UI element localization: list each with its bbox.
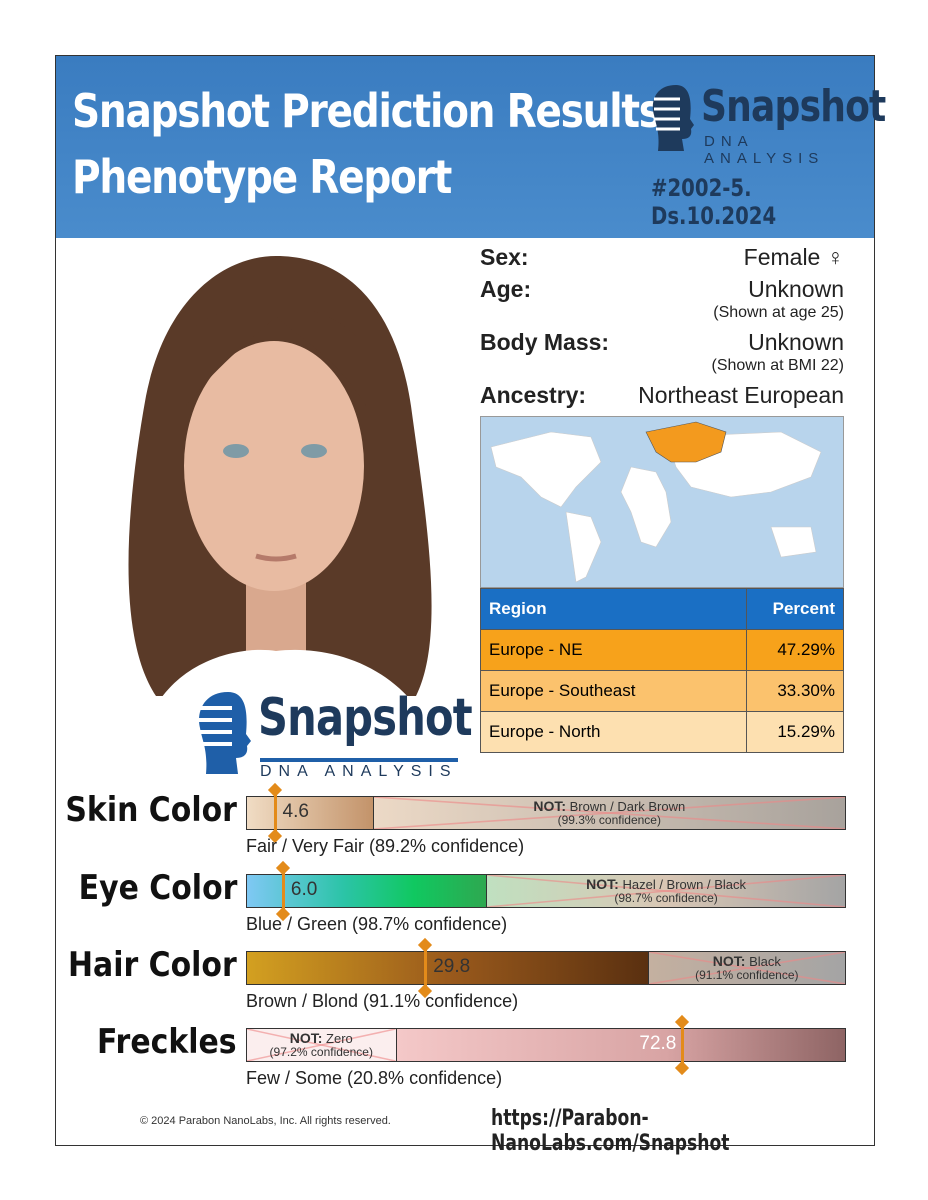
trait-summary: Blue / Green (98.7% confidence) bbox=[246, 914, 508, 934]
logo-wordmark: Snapshot bbox=[701, 81, 886, 132]
excluded-category: Zero bbox=[326, 1031, 353, 1047]
excluded-confidence: (99.3% confidence) bbox=[557, 813, 661, 828]
trait-scale-bar: NOT: Zero (97.2% confidence) 72.8 bbox=[246, 1019, 846, 1071]
region-cell: Europe - Southeast bbox=[480, 670, 747, 712]
region-cell: Europe - NE bbox=[480, 629, 747, 671]
trait-label: Freckles bbox=[97, 1022, 237, 1062]
value-marker bbox=[281, 865, 285, 917]
excluded-category: Hazel / Brown / Black bbox=[622, 877, 747, 893]
trait-scale-bar: NOT: Black (91.1% confidence) 29.8 bbox=[246, 942, 846, 994]
age-value: Unknown bbox=[748, 276, 844, 302]
phenotype-report: Snapshot Prediction Results Phenotype Re… bbox=[55, 55, 886, 1156]
trait-value: 6.0 bbox=[290, 879, 318, 900]
predicted-range bbox=[396, 1029, 845, 1061]
copyright: © 2024 Parabon NanoLabs, Inc. All rights… bbox=[140, 1115, 391, 1127]
excluded-category: Brown / Dark Brown bbox=[569, 799, 686, 815]
dna-head-icon bbox=[198, 692, 251, 774]
ancestry-world-map bbox=[480, 416, 844, 588]
trait-summary: Brown / Blond (91.1% confidence) bbox=[246, 991, 519, 1011]
trait-label: Hair Color bbox=[68, 945, 237, 985]
snapshot-logo: Snapshot DNA ANALYSIS bbox=[646, 81, 886, 167]
table-row: Europe - NE 47.29% bbox=[480, 629, 844, 671]
table-header: Region Percent bbox=[480, 588, 844, 630]
trait-value: 29.8 bbox=[433, 956, 471, 977]
portrait-logo: Snapshot DNA ANALYSIS bbox=[192, 688, 473, 781]
percent-cell: 47.29% bbox=[746, 629, 844, 671]
column-header-region: Region bbox=[480, 588, 747, 630]
sex-label: Sex: bbox=[480, 244, 529, 270]
table-row: Europe - North 15.29% bbox=[480, 711, 844, 753]
predicted-range bbox=[247, 797, 373, 829]
report-title: Snapshot Prediction Results bbox=[72, 84, 662, 138]
case-number: #2002-5. Ds.10.2024 bbox=[651, 174, 777, 230]
excluded-range: NOT: Brown / Dark Brown (99.3% confidenc… bbox=[372, 797, 845, 829]
not-label: NOT: bbox=[533, 798, 567, 815]
cross-out-icon bbox=[487, 875, 845, 907]
report-header: Snapshot Prediction Results Phenotype Re… bbox=[56, 56, 886, 238]
excluded-range: NOT: Hazel / Brown / Black (98.7% confid… bbox=[486, 875, 845, 907]
report-subtitle: Phenotype Report bbox=[72, 150, 452, 204]
cross-out-icon bbox=[373, 797, 845, 829]
logo-tagline: DNA ANALYSIS bbox=[704, 133, 825, 167]
body-mass-note: (Shown at BMI 22) bbox=[711, 357, 845, 374]
trait-summary: Few / Some (20.8% confidence) bbox=[246, 1068, 503, 1088]
table-row: Europe - Southeast 33.30% bbox=[480, 670, 844, 712]
cross-out-icon bbox=[247, 1029, 396, 1061]
value-marker bbox=[273, 787, 277, 839]
trait-value: 72.8 bbox=[639, 1033, 677, 1054]
predicted-range bbox=[247, 875, 487, 907]
ancestry-table: Region Percent Europe - NE 47.29% Europe -… bbox=[480, 588, 844, 753]
excluded-range: NOT: Zero (97.2% confidence) bbox=[247, 1029, 397, 1061]
logo-wordmark: Snapshot bbox=[258, 688, 473, 748]
trait-label: Eye Color bbox=[78, 868, 237, 908]
trait-summary: Fair / Very Fair (89.2% confidence) bbox=[246, 836, 525, 856]
trait-scale-bar: NOT: Hazel / Brown / Black (98.7% confid… bbox=[246, 865, 846, 917]
composite-portrait bbox=[96, 256, 451, 706]
predicted-range bbox=[247, 952, 648, 984]
percent-cell: 15.29% bbox=[746, 711, 844, 753]
excluded-category: Black bbox=[749, 954, 781, 970]
trait-value: 4.6 bbox=[282, 801, 309, 822]
website-link[interactable]: https://Parabon-NanoLabs.com/Snapshot bbox=[491, 1106, 730, 1156]
percent-cell: 33.30% bbox=[746, 670, 844, 712]
logo-tagline: DNA ANALYSIS bbox=[260, 758, 458, 781]
value-marker bbox=[681, 1019, 685, 1071]
excluded-confidence: (97.2% confidence) bbox=[269, 1045, 373, 1060]
age-note: (Shown at age 25) bbox=[713, 304, 844, 321]
region-cell: Europe - North bbox=[480, 711, 747, 753]
excluded-confidence: (91.1% confidence) bbox=[695, 968, 799, 983]
not-label: NOT: bbox=[586, 876, 619, 893]
trait-scale-bar: NOT: Brown / Dark Brown (99.3% confidenc… bbox=[246, 787, 846, 839]
body-mass-value: Unknown bbox=[748, 329, 844, 355]
excluded-confidence: (98.7% confidence) bbox=[614, 891, 718, 906]
cross-out-icon bbox=[648, 952, 845, 984]
age-label: Age: bbox=[480, 276, 532, 302]
not-label: NOT: bbox=[289, 1030, 323, 1047]
excluded-range: NOT: Black (91.1% confidence) bbox=[647, 952, 845, 984]
ancestry-label: Ancestry: bbox=[480, 382, 587, 408]
body-mass-label: Body Mass: bbox=[480, 329, 610, 355]
ancestry-value: Northeast European bbox=[638, 382, 844, 408]
sex-value: Female ♀ bbox=[743, 244, 844, 270]
dna-head-icon bbox=[652, 85, 694, 151]
value-marker bbox=[424, 942, 428, 994]
not-label: NOT: bbox=[712, 953, 746, 970]
trait-label: Skin Color bbox=[65, 790, 237, 830]
column-header-percent: Percent bbox=[746, 588, 844, 630]
